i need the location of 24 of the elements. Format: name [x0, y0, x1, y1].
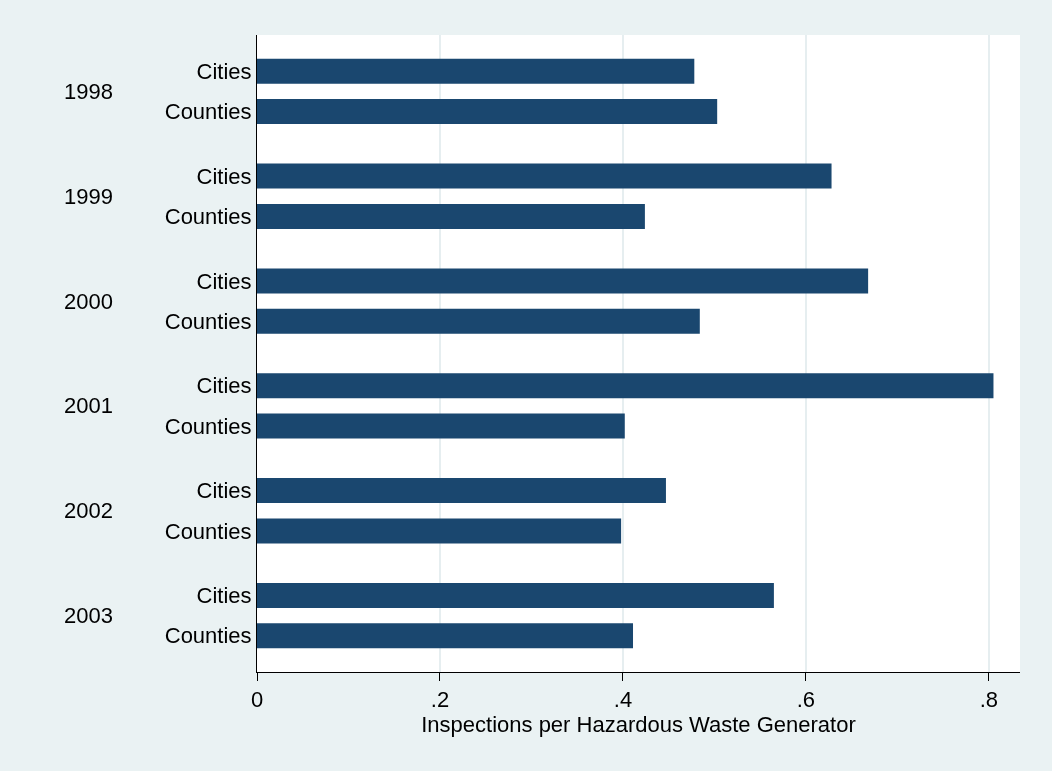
text: 2003	[64, 603, 113, 628]
y-tick-label: Cities	[196, 58, 252, 84]
y-tick-label: Counties	[164, 308, 252, 334]
y-tick-label: Counties	[164, 518, 252, 544]
x-tick-label: 0	[250, 687, 264, 713]
y-tick-label: Counties	[164, 413, 252, 439]
text: 2000	[64, 289, 113, 314]
y-tick-label: Counties	[164, 204, 252, 230]
y-tick-label: Cities	[196, 478, 252, 504]
x-tick-label: .8	[979, 687, 999, 713]
y-tick-label: Cities	[196, 583, 252, 609]
text: 2001	[64, 393, 113, 418]
y-tick-label: Cities	[196, 268, 252, 294]
y-tick-label: Cities	[196, 373, 252, 399]
text: 1999	[64, 184, 113, 209]
y-tick-label: Counties	[164, 623, 252, 649]
text: 2002	[64, 498, 113, 523]
text: 1998	[64, 79, 113, 104]
x-tick-label: .6	[796, 687, 816, 713]
x-axis-title: Inspections per Hazardous Waste Generator	[421, 712, 856, 738]
y-tick-label: Cities	[196, 163, 252, 189]
x-tick-label: .4	[613, 687, 633, 713]
y-tick-label: Counties	[164, 99, 252, 125]
x-tick-label: .2	[430, 687, 450, 713]
